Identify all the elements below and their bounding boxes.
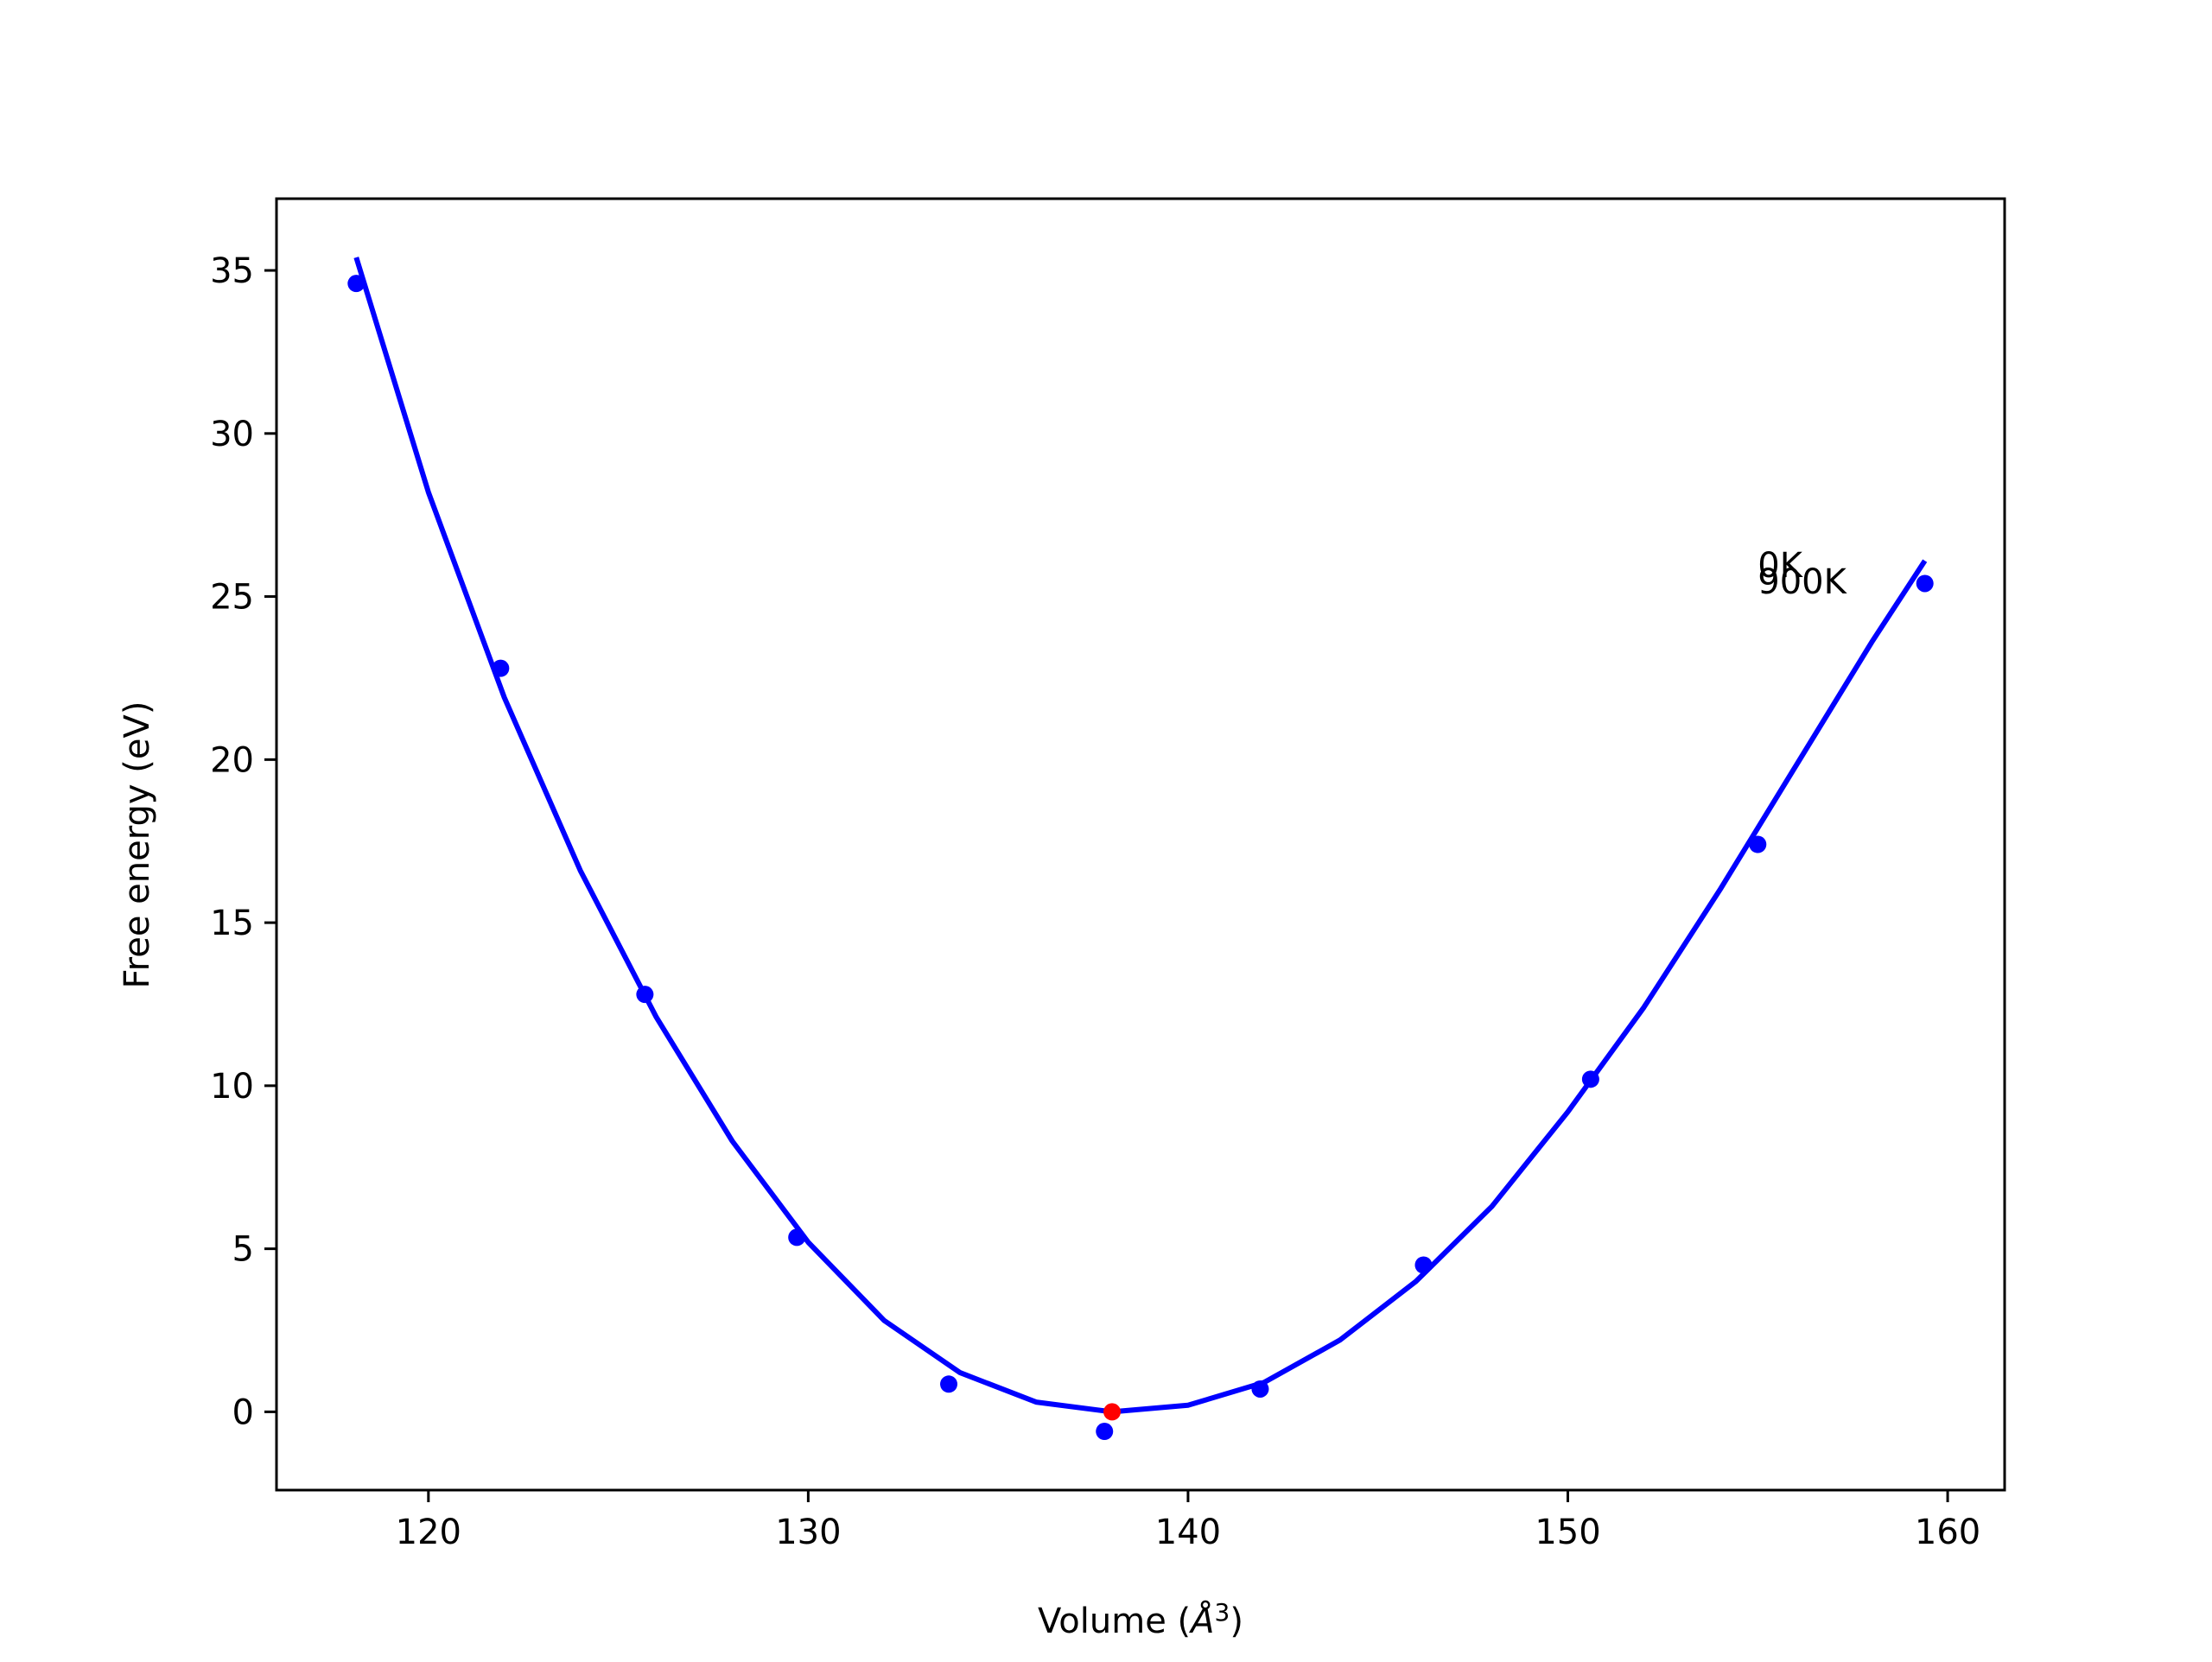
fit-curve <box>353 257 1928 1415</box>
x-tick-label: 120 <box>396 1513 461 1552</box>
plot-area <box>347 257 1934 1441</box>
data-point <box>1749 835 1767 853</box>
minimum-point <box>1103 1403 1122 1421</box>
temperature-annotation: 900K <box>1758 562 1847 602</box>
temperature-annotation: 0K <box>1758 546 1803 586</box>
data-point <box>1251 1380 1269 1398</box>
data-point <box>492 659 510 677</box>
y-tick-label: 35 <box>210 251 254 291</box>
axes: 120 130 140 150 160 0 5 10 15 20 25 30 35 <box>210 251 1980 1552</box>
x-tick-label: 160 <box>1915 1513 1980 1552</box>
data-point <box>940 1375 958 1393</box>
y-tick-label: 10 <box>210 1067 254 1107</box>
x-tick-label: 150 <box>1535 1513 1600 1552</box>
data-point <box>1581 1070 1599 1088</box>
data-point <box>636 986 654 1004</box>
y-tick-label: 20 <box>210 740 254 780</box>
x-tick-label: 130 <box>775 1513 841 1552</box>
x-axis-label: Volume (Å3) <box>1038 1598 1243 1641</box>
y-tick-label: 15 <box>210 904 254 943</box>
y-tick-label: 0 <box>232 1392 254 1432</box>
data-point <box>1096 1423 1114 1441</box>
data-point <box>347 275 365 293</box>
y-tick-label: 25 <box>210 578 254 618</box>
y-tick-label: 5 <box>232 1230 254 1270</box>
data-point <box>1916 574 1934 593</box>
plot-frame <box>275 197 2006 1492</box>
y-tick-label: 30 <box>210 415 254 454</box>
x-tick-label: 140 <box>1155 1513 1221 1552</box>
data-point <box>1414 1256 1433 1274</box>
y-axis-label: Free energy (eV) <box>118 701 157 989</box>
data-point <box>788 1228 806 1246</box>
